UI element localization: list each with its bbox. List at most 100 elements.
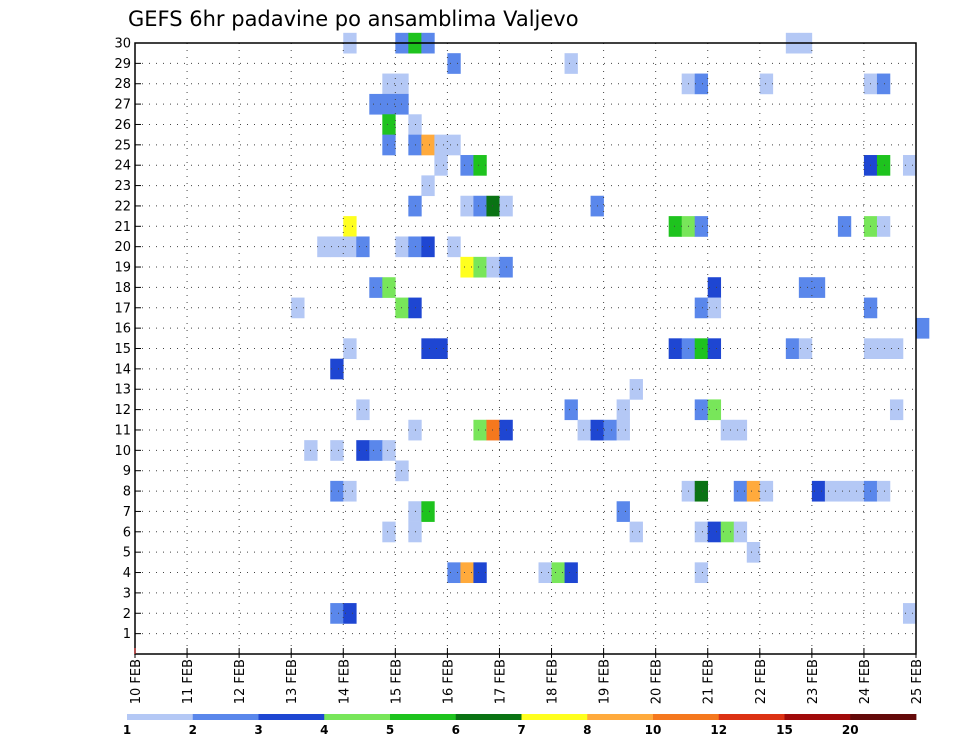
- heatmap-cell: [434, 155, 448, 176]
- heatmap-cell: [343, 603, 357, 624]
- y-tick-label: 20: [114, 240, 131, 255]
- heatmap-cell: [707, 297, 722, 319]
- x-tick-label: 10 FEB: [129, 659, 144, 704]
- x-tick-label: 24 FEB: [858, 659, 873, 704]
- heatmap-cell: [759, 480, 774, 502]
- heatmap-cell: [824, 480, 839, 502]
- y-tick-label: 11: [114, 423, 131, 438]
- heatmap-cell: [694, 562, 709, 584]
- heatmap-cell: [707, 338, 722, 359]
- heatmap-cell: [421, 501, 435, 522]
- heatmap-cell: [382, 93, 396, 115]
- heatmap-cell: [330, 236, 344, 258]
- heatmap-cell: [473, 256, 487, 278]
- heatmap-cell: [798, 277, 813, 298]
- heatmap-cell: [382, 440, 396, 461]
- y-tick-label: 2: [123, 607, 131, 622]
- heatmap-cell: [473, 562, 487, 584]
- y-tick-label: 15: [114, 342, 131, 357]
- heatmap-cell: [564, 562, 578, 584]
- heatmap-cell: [902, 155, 917, 176]
- colorbar-label: 8: [583, 723, 591, 737]
- heatmap-cell: [916, 317, 930, 339]
- heatmap-cell: [330, 440, 344, 461]
- x-tick-label: 23 FEB: [806, 659, 821, 704]
- heatmap-cell: [629, 379, 643, 400]
- y-tick-label: 28: [114, 77, 131, 92]
- x-tick-label: 22 FEB: [754, 659, 769, 704]
- heatmap-cell: [733, 419, 748, 441]
- heatmap-cell: [434, 338, 448, 359]
- colorbar-label: 15: [776, 723, 793, 737]
- heatmap-cell: [694, 297, 709, 319]
- heatmap-cell: [473, 195, 487, 217]
- y-tick-label: 7: [123, 505, 131, 520]
- y-tick-label: 10: [114, 444, 131, 459]
- x-tick-label: 15 FEB: [389, 659, 404, 704]
- y-tick-label: 14: [114, 362, 131, 377]
- heatmap-cell: [733, 521, 748, 543]
- heatmap-cell: [694, 399, 709, 421]
- heatmap-cell: [382, 73, 396, 95]
- colorbar-label: 12: [710, 723, 727, 737]
- heatmap-cell: [876, 480, 891, 502]
- colorbar-swatch: [850, 714, 917, 720]
- y-tick-label: 5: [123, 546, 131, 561]
- x-tick-label: 13 FEB: [285, 659, 300, 704]
- heatmap-cells: [291, 32, 930, 624]
- heatmap-cell: [720, 521, 735, 543]
- heatmap-cell: [447, 236, 461, 258]
- x-tick-label: 25 FEB: [910, 659, 925, 704]
- heatmap-cell: [486, 256, 500, 278]
- heatmap-cell: [616, 419, 630, 441]
- heatmap-cell: [850, 480, 865, 502]
- y-tick-label: 29: [114, 57, 131, 72]
- y-tick-label: 4: [123, 566, 131, 581]
- y-tick-label: 25: [114, 138, 131, 153]
- y-tick-label: 23: [114, 179, 131, 194]
- heatmap-cell: [837, 216, 852, 237]
- heatmap-cell: [707, 277, 722, 298]
- heatmap-cell: [291, 297, 305, 319]
- colorbar: 1 2 3 4 5 6 7 8 10 12 15 20: [123, 714, 917, 737]
- y-tick-label: 18: [114, 281, 131, 296]
- heatmap-cell: [434, 134, 448, 156]
- heatmap-cell: [447, 562, 461, 584]
- heatmap-cell: [421, 236, 435, 258]
- heatmap-cell: [421, 134, 435, 156]
- heatmap-cell: [668, 216, 682, 237]
- y-tick-label: 16: [114, 322, 131, 337]
- y-tick-label: 17: [114, 301, 131, 316]
- heatmap-cell: [694, 480, 709, 502]
- heatmap-cell: [759, 73, 774, 95]
- x-tick-label: 21 FEB: [702, 659, 717, 704]
- colorbar-swatch: [192, 714, 259, 720]
- heatmap-cell: [343, 216, 357, 237]
- heatmap-cell: [486, 195, 500, 217]
- heatmap-cell: [473, 155, 487, 176]
- y-tick-label: 30: [114, 37, 131, 52]
- colorbar-label: 20: [842, 723, 859, 737]
- heatmap-cell: [876, 73, 891, 95]
- heatmap-cell: [746, 480, 761, 502]
- heatmap-cell: [330, 358, 344, 380]
- y-tick-label: 21: [114, 220, 131, 235]
- heatmap-cell: [356, 440, 370, 461]
- colorbar-swatch: [587, 714, 654, 720]
- heatmap-cell: [356, 236, 370, 258]
- colorbar-label: 7: [517, 723, 525, 737]
- heatmap-cell: [798, 338, 813, 359]
- y-tick-label: 24: [114, 159, 131, 174]
- heatmap-cell: [902, 603, 917, 624]
- y-tick-label: 19: [114, 261, 131, 276]
- x-tick-label: 20 FEB: [650, 659, 665, 704]
- y-tick-label: 6: [123, 525, 131, 540]
- colorbar-swatch: [521, 714, 588, 720]
- heatmap-cell: [564, 399, 578, 421]
- colorbar-label: 10: [645, 723, 662, 737]
- heatmap-cell: [382, 114, 396, 135]
- heatmap-cell: [694, 73, 709, 95]
- colorbar-swatch: [784, 714, 851, 720]
- heatmap-cell: [616, 399, 630, 421]
